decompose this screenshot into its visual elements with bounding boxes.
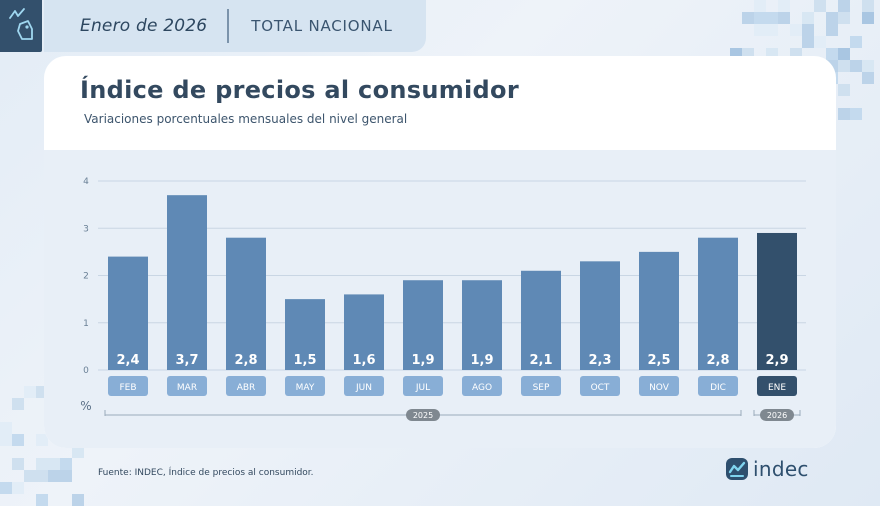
bar-value-label: 2,3 [588, 353, 611, 368]
bar-value-label: 2,9 [765, 353, 788, 368]
x-tick-label: OCT [591, 383, 610, 393]
chart-title: Índice de precios al consumidor [80, 76, 519, 104]
y-axis-unit: % [80, 399, 91, 413]
x-tick-label: MAR [177, 383, 197, 393]
year-label: 2025 [413, 411, 433, 420]
x-tick-label: JUN [355, 383, 372, 393]
year-label: 2026 [767, 411, 787, 420]
x-tick-label: ABR [237, 383, 256, 393]
month-pill [462, 376, 502, 396]
x-tick-label: DIC [710, 383, 726, 393]
month-pill [226, 376, 266, 396]
plot-area: 0 1 2 3 4 2,4 FEB 3,7 MAR 2,8 ABR 1,5 MAY 1,6 JUN 1,9 JU… [44, 150, 836, 448]
chart-card: Índice de precios al consumidor Variacio… [44, 56, 836, 448]
brand-name: indec [753, 457, 809, 481]
x-tick-label: FEB [119, 383, 136, 393]
bar [698, 237, 738, 370]
source-note: Fuente: INDEC, Índice de precios al cons… [98, 468, 314, 478]
report-scope: TOTAL NACIONAL [251, 17, 393, 35]
month-pill [521, 376, 561, 396]
month-pill [285, 376, 325, 396]
y-tick-label: 2 [83, 272, 89, 282]
month-pill [580, 376, 620, 396]
bar-value-label: 1,5 [293, 353, 316, 368]
bar-value-label: 2,4 [116, 353, 139, 368]
bar-value-label: 1,9 [411, 353, 434, 368]
price-tag-icon [9, 8, 33, 40]
year-badge [406, 409, 440, 421]
bar-value-label: 1,9 [470, 353, 493, 368]
bar [167, 195, 207, 370]
month-pill [757, 376, 797, 396]
y-tick-label: 1 [83, 319, 89, 329]
y-tick-label: 3 [83, 224, 89, 234]
bar [285, 299, 325, 370]
header-bar: Enero de 2026 TOTAL NACIONAL [44, 0, 426, 52]
bar-value-label: 3,7 [175, 353, 198, 368]
year-badge [760, 409, 794, 421]
x-tick-label: AGO [472, 383, 492, 393]
y-tick-label: 4 [83, 177, 89, 187]
bar [108, 256, 148, 370]
x-tick-label: ENE [768, 383, 786, 393]
bar [521, 270, 561, 370]
x-tick-label: MAY [296, 383, 315, 393]
x-tick-label: NOV [649, 383, 670, 393]
month-pill [344, 376, 384, 396]
chart-subtitle: Variaciones porcentuales mensuales del n… [84, 112, 408, 126]
indec-logo: indec [725, 457, 809, 481]
bar [403, 280, 443, 370]
bar-value-label: 1,6 [352, 353, 375, 368]
y-tick-label: 0 [83, 366, 89, 376]
month-pill [639, 376, 679, 396]
report-period: Enero de 2026 [80, 16, 208, 36]
bar-value-label: 2,1 [529, 353, 552, 368]
bar [462, 280, 502, 370]
bar [344, 294, 384, 370]
corner-tab [0, 0, 42, 52]
x-tick-label: SEP [533, 383, 550, 393]
bar-value-label: 2,8 [234, 353, 257, 368]
indec-logo-icon [726, 458, 748, 480]
month-pill [403, 376, 443, 396]
bar [226, 237, 266, 370]
month-pill [167, 376, 207, 396]
month-pill [698, 376, 738, 396]
bar [639, 251, 679, 370]
header-divider [227, 9, 230, 43]
bar-value-label: 2,8 [706, 353, 729, 368]
bar [757, 232, 797, 370]
x-tick-label: JUL [415, 383, 430, 393]
month-pill [108, 376, 148, 396]
bar [580, 261, 620, 370]
bar-value-label: 2,5 [647, 353, 670, 368]
bar-chart: 0 1 2 3 4 2,4 FEB 3,7 MAR 2,8 ABR 1,5 MAY 1,6 JUN 1,9 JU… [80, 177, 806, 421]
